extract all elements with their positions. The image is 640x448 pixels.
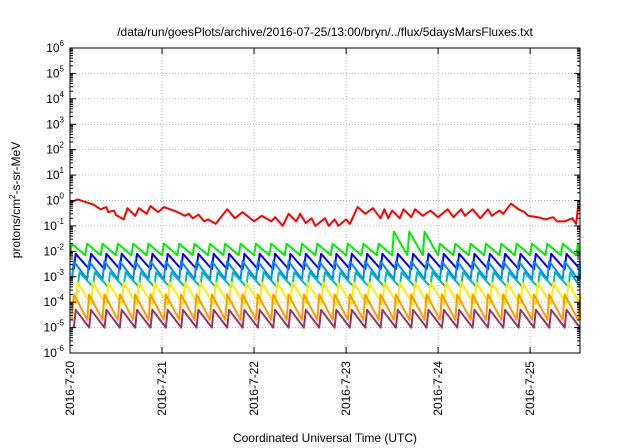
series-line-1 — [69, 198, 581, 227]
y-tick-label: 10-6 — [44, 344, 65, 360]
y-tick-label: 10-2 — [44, 242, 65, 258]
series-line-5 — [76, 271, 581, 288]
chart-title: /data/run/goesPlots/archive/2016-07-25/1… — [117, 25, 533, 39]
y-tick-label: 101 — [46, 166, 64, 182]
y-axis-label-main: protons/cm — [9, 199, 23, 258]
y-tick-label: 106 — [46, 39, 64, 55]
series-line-4 — [70, 260, 581, 281]
y-tick-label: 100 — [46, 192, 64, 208]
x-tick-label: 2016-7-25 — [523, 361, 537, 416]
series-line-8 — [72, 308, 581, 329]
series-layer — [69, 198, 581, 329]
y-tick-label: 102 — [46, 141, 64, 157]
y-tick-label: 10-3 — [44, 268, 65, 284]
ticks: 10-6 10-5 10-4 10-3 10-2 10-1 100 101 102 103 104 1… — [44, 39, 580, 416]
x-tick-label: 2016-7-22 — [247, 361, 261, 416]
y-axis-label-rest: -s-sr-MeV — [9, 142, 23, 195]
x-tick-label: 2016-7-23 — [339, 361, 353, 416]
series-line-3 — [72, 252, 581, 271]
series-line-6 — [74, 281, 581, 306]
y-tick-label: 105 — [46, 64, 64, 80]
x-tick-label: 2016-7-20 — [63, 361, 77, 416]
x-tick-label: 2016-7-21 — [155, 361, 169, 416]
x-axis-label: Coordinated Universal Time (UTC) — [233, 431, 417, 445]
series-line-7 — [70, 293, 581, 321]
series-line-2 — [69, 230, 581, 257]
y-tick-label: 104 — [46, 90, 64, 106]
y-axis-label-superscript: 2 — [8, 194, 17, 199]
y-axis-label: protons/cm2-s-sr-MeV — [8, 142, 23, 258]
y-tick-label: 10-4 — [44, 293, 65, 309]
y-tick-label: 103 — [46, 115, 64, 131]
y-tick-label: 10-1 — [44, 217, 65, 233]
x-tick-label: 2016-7-24 — [431, 361, 445, 416]
y-tick-label: 10-5 — [44, 319, 65, 335]
